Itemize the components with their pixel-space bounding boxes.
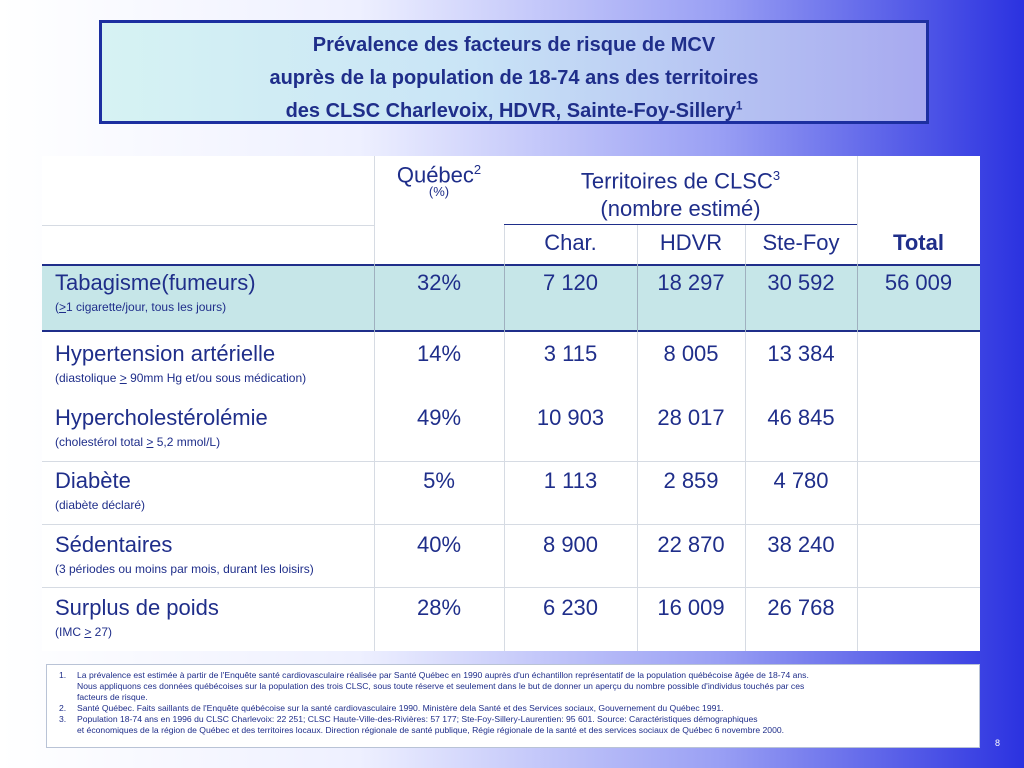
header-quebec-unit: (%): [428, 184, 450, 200]
cell-quebec: 5%: [423, 468, 455, 493]
table-row-highlight: [42, 264, 980, 332]
row-label: Hypercholestérolémie: [55, 405, 268, 430]
header-territoires-label: Territoires de CLSC: [580, 168, 773, 194]
header-stefoy: Ste-Foy: [762, 230, 840, 255]
header-char: Char.: [544, 230, 597, 255]
cell-char: 1 113: [543, 468, 598, 493]
header-total: Total: [893, 230, 944, 255]
cell-hdvr: 28 017: [657, 405, 725, 430]
header-quebec: Québec2 (%): [374, 162, 504, 199]
title-footnote-ref: 1: [735, 98, 743, 113]
page-number: 8: [994, 738, 1000, 748]
row-sublabel: (IMC > 27): [55, 625, 113, 639]
row-label: Diabète: [55, 468, 131, 493]
cell-quebec: 14%: [416, 341, 462, 366]
footnote-3: 3. Population 18-74 ans en 1996 du CLSC …: [59, 714, 785, 735]
header-quebec-label: Québec: [396, 162, 474, 188]
title-line-3: des CLSC Charlevoix, HDVR, Sainte-Foy-Si…: [102, 95, 926, 128]
header-quebec-sup: 2: [473, 162, 482, 177]
row-label: Hypertension artérielle: [55, 341, 276, 366]
table-row-diabete: Diabète (diabète déclaré): [55, 468, 375, 512]
cell-total: 56 009: [884, 270, 953, 295]
table-row-hypercholesterolemie: Hypercholestérolémie (cholestérol total …: [55, 405, 375, 449]
row-sublabel: (diastolique > 90mm Hg et/ou sous médica…: [55, 371, 307, 385]
cell-stefoy: 13 384: [767, 341, 835, 366]
cell-char: 8 900: [542, 532, 599, 557]
cell-char: 10 903: [536, 405, 605, 430]
row-label: Tabagisme(fumeurs): [55, 270, 256, 295]
footnote-1: 1. La prévalence est estimée à partir de…: [59, 670, 809, 702]
cell-hdvr: 8 005: [663, 341, 719, 366]
title-line-3-text: des CLSC Charlevoix, HDVR, Sainte-Foy-Si…: [285, 100, 736, 122]
cell-stefoy: 46 845: [767, 405, 835, 430]
row-label: Surplus de poids: [55, 595, 219, 620]
cell-stefoy: 38 240: [767, 532, 835, 557]
slide-title: Prévalence des facteurs de risque de MCV…: [99, 20, 929, 124]
header-territoires: Territoires de CLSC3 (nombre estimé): [504, 162, 857, 223]
row-sublabel: (diabète déclaré): [55, 498, 146, 512]
cell-quebec: 40%: [416, 532, 462, 557]
title-line-2: auprès de la population de 18-74 ans des…: [269, 67, 759, 89]
row-label: Sédentaires: [55, 532, 173, 557]
cell-hdvr: 16 009: [657, 595, 725, 620]
row-sublabel: (>1 cigarette/jour, tous les jours): [55, 300, 227, 314]
risk-factor-table: Québec2 (%) Territoires de CLSC3 (nombre…: [42, 156, 980, 651]
row-sublabel: (cholestérol total > 5,2 mmol/L): [55, 435, 221, 449]
cell-hdvr: 18 297: [657, 270, 725, 295]
cell-stefoy: 4 780: [773, 468, 829, 493]
footnotes: 1. La prévalence est estimée à partir de…: [46, 664, 980, 748]
cell-char: 7 120: [542, 270, 599, 295]
table-row-surplus-de-poids: Surplus de poids (IMC > 27): [55, 595, 375, 639]
table-row-hypertension: Hypertension artérielle (diastolique > 9…: [55, 341, 375, 385]
row-sublabel: (3 périodes ou moins par mois, durant le…: [55, 562, 314, 576]
cell-char: 6 230: [542, 595, 599, 620]
cell-hdvr: 2 859: [663, 468, 719, 493]
header-territoires-sup: 3: [772, 168, 781, 183]
footnote-2: 2. Santé Québec. Faits saillants de l'En…: [59, 703, 724, 713]
table-row-sedentaires: Sédentaires (3 périodes ou moins par moi…: [55, 532, 375, 576]
title-line-1: Prévalence des facteurs de risque de MCV: [312, 34, 716, 56]
cell-hdvr: 22 870: [657, 532, 725, 557]
cell-quebec: 49%: [416, 405, 462, 430]
cell-stefoy: 30 592: [767, 270, 835, 295]
cell-quebec: 32%: [416, 270, 462, 295]
cell-stefoy: 26 768: [767, 595, 835, 620]
cell-char: 3 115: [543, 341, 598, 366]
header-territoires-sub: (nombre estimé): [600, 196, 761, 222]
header-hdvr: HDVR: [659, 230, 723, 255]
cell-quebec: 28%: [416, 595, 462, 620]
table-row-tabagisme: Tabagisme(fumeurs) (>1 cigarette/jour, t…: [55, 270, 375, 314]
